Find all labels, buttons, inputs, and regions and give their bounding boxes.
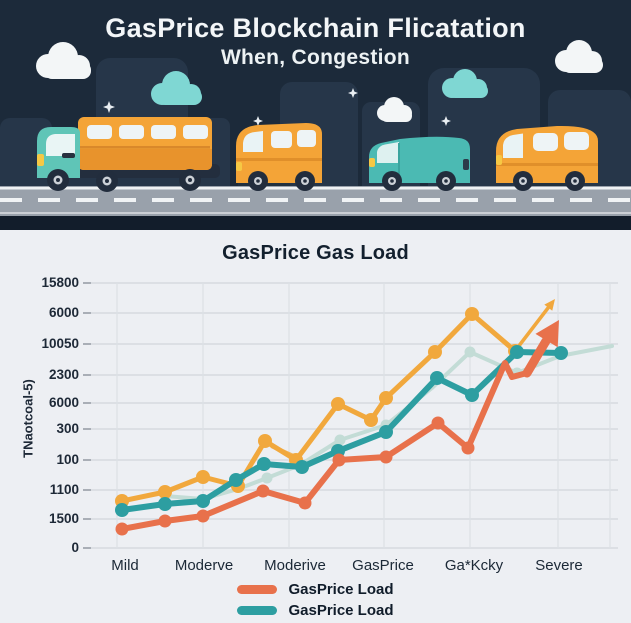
chart-section: GasPrice Gas Load TNaotcoal-5) 15800 6000… xyxy=(0,230,631,623)
gas-load-chart xyxy=(83,282,618,549)
legend-label: GasPrice Load xyxy=(288,581,394,598)
legend-item-gasprice-load-teal: GasPrice Load xyxy=(237,602,394,619)
legend-swatch-teal xyxy=(237,606,278,615)
legend-label: GasPrice Load xyxy=(288,602,394,619)
x-tick-label: GasPrice xyxy=(352,557,414,574)
orange-van-illustration xyxy=(496,125,598,191)
x-tick-label: Severe xyxy=(535,557,583,574)
legend-swatch-orange xyxy=(237,585,278,594)
y-tick-label: 6000 xyxy=(48,305,79,320)
x-tick-label: Ga*Kcky xyxy=(444,557,504,574)
orange-bus-illustration xyxy=(236,123,322,191)
banner: GasPrice Blockchain Flicatation When, Co… xyxy=(0,0,631,230)
x-tick-label: Moderve xyxy=(174,557,234,574)
teal-van-illustration xyxy=(369,136,470,191)
y-tick-label: 15800 xyxy=(41,275,79,290)
road xyxy=(0,186,631,230)
legend-item-gasprice-load-orange: GasPrice Load xyxy=(237,581,394,598)
cloud-icons xyxy=(36,40,603,122)
chart-legend: GasPrice Load GasPrice Load xyxy=(0,581,631,619)
chart-title: GasPrice Gas Load xyxy=(222,242,409,264)
banner-title: GasPrice Blockchain Flicatation xyxy=(105,13,526,43)
y-tick-label: 300 xyxy=(56,421,79,436)
white-cloud-icon xyxy=(36,40,603,122)
banner-subtitle: When, Congestion xyxy=(220,46,411,69)
y-tick-label: 100 xyxy=(56,452,79,467)
truck-illustration xyxy=(37,117,220,192)
x-tick-label: Mild xyxy=(111,557,139,574)
y-tick-label: 10050 xyxy=(41,336,79,351)
teal-cloud-icon xyxy=(151,69,488,105)
y-tick-label: 6000 xyxy=(48,395,79,410)
y-tick-label: 1100 xyxy=(49,482,79,497)
x-tick-label: Moderive xyxy=(264,557,326,574)
sparkle-icons xyxy=(103,88,451,126)
y-tick-label: 2300 xyxy=(48,367,79,382)
banner-illustration xyxy=(0,40,631,230)
y-tick-label: 1500 xyxy=(48,511,79,526)
y-tick-label: 0 xyxy=(71,540,79,555)
